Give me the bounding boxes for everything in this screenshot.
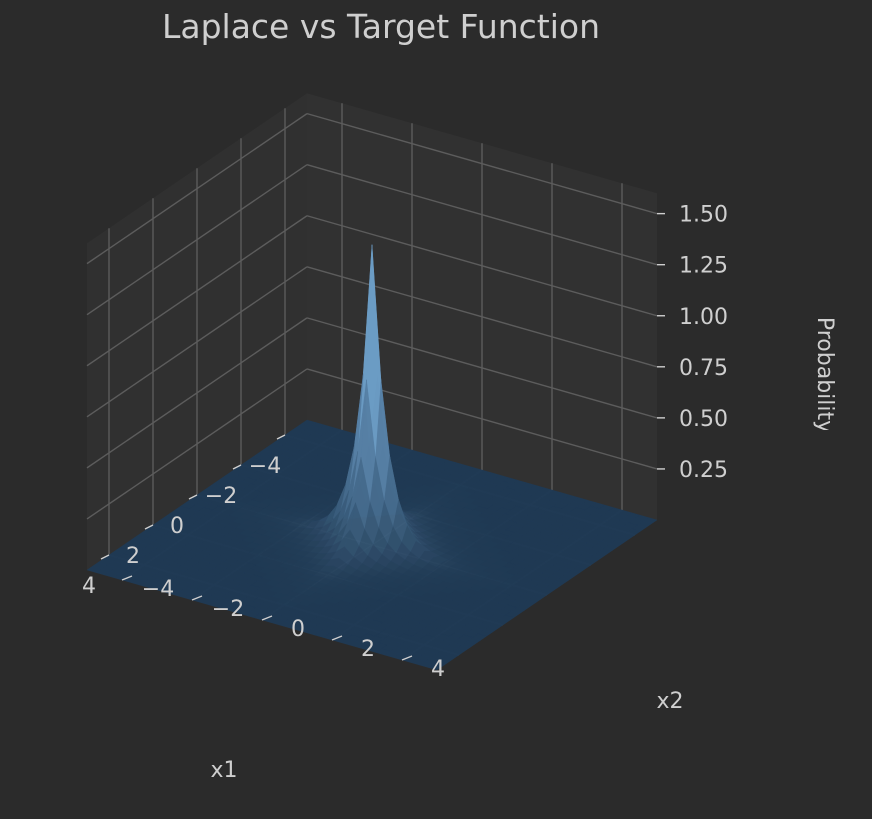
- x-tick-mark: [188, 494, 198, 500]
- x-axis-label: x1: [210, 758, 237, 783]
- x-tick-mark: [100, 554, 110, 560]
- grid-line-back-z: [306, 215, 658, 317]
- z-tick-label: 1.25: [679, 254, 728, 279]
- x-tick-label: −4: [249, 454, 281, 479]
- grid-line-left-z: [86, 215, 308, 367]
- x-tick-mark: [232, 464, 242, 470]
- y-tick-label: −4: [142, 577, 174, 602]
- grid-line-back-z: [306, 317, 658, 419]
- x-tick-label: −2: [205, 484, 237, 509]
- y-tick-label: 0: [291, 617, 305, 642]
- y-tick-mark: [261, 615, 273, 621]
- chart-title: Laplace vs Target Function: [162, 7, 600, 46]
- x-tick-mark: [144, 524, 154, 530]
- grid-line-back-z: [306, 164, 658, 266]
- y-tick-label: 4: [431, 657, 445, 682]
- x-tick-label: 4: [82, 574, 96, 599]
- x-tick-label: 2: [126, 544, 140, 569]
- grid-line-left-z: [86, 113, 308, 265]
- grid-line-left-z: [86, 266, 308, 418]
- z-tick-label: 0.50: [679, 407, 728, 432]
- axis-ticks: −4 −2 0 2 4 −4 −2 0 2 4 0.25 0.50 0.75 1.00 1.25 1.50: [82, 203, 728, 682]
- y-tick-mark: [331, 635, 343, 641]
- z-tick-label: 1.50: [679, 203, 728, 228]
- grid-line-left-z: [86, 317, 308, 469]
- z-tick-label: 1.00: [679, 305, 728, 330]
- surface-plot: [86, 244, 658, 671]
- z-axis-label: Probability: [812, 317, 837, 433]
- z-tick-label: 0.25: [679, 458, 728, 483]
- y-tick-mark: [191, 595, 203, 601]
- grid-line-left-z: [86, 164, 308, 316]
- grid-line-left-z: [86, 368, 308, 520]
- x-tick-mark: [276, 434, 286, 440]
- y-tick-label: 2: [361, 637, 375, 662]
- grid-line-back-z: [306, 112, 658, 215]
- y-axis-label: x2: [656, 689, 683, 714]
- y-tick-mark: [401, 655, 413, 661]
- z-tick-label: 0.75: [679, 356, 728, 381]
- surface-cell: [86, 565, 102, 573]
- y-tick-label: −2: [212, 597, 244, 622]
- y-tick-mark: [121, 575, 133, 581]
- grid-line-back-z: [306, 266, 658, 368]
- x-tick-label: 0: [170, 514, 184, 539]
